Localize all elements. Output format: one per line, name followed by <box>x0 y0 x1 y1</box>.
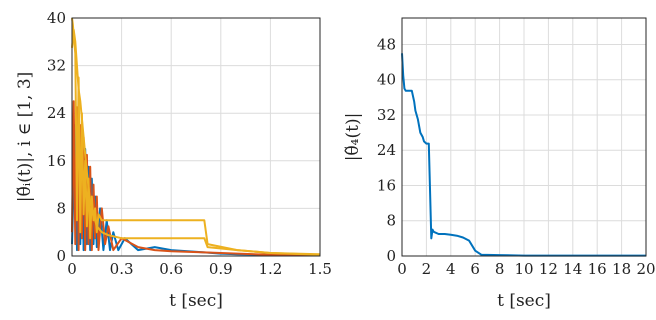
left-chart-ytick-label: 0 <box>56 247 66 265</box>
left-chart-xtick-label: 0.3 <box>110 260 134 278</box>
right-chart-frame <box>401 17 647 257</box>
left-chart-ytick-label: 8 <box>56 199 66 217</box>
left-chart-ytick-label: 24 <box>47 104 66 122</box>
right-chart-ytick-label: 8 <box>386 212 396 230</box>
right-chart-xtick-label: 4 <box>446 260 456 278</box>
right-chart-xtick-label: 6 <box>470 260 480 278</box>
left-chart-ytick-label: 16 <box>47 152 66 170</box>
right-chart-series <box>401 53 646 257</box>
right-chart-ytick-label: 0 <box>386 247 396 265</box>
left-chart-ytick-label: 32 <box>47 57 66 75</box>
right-chart-series-line-1 <box>401 53 646 257</box>
right-chart-xtick-label: 18 <box>612 260 631 278</box>
left-chart-ytick-label: 40 <box>47 9 66 27</box>
right-chart-ylabel: |θ̃₄(t)| <box>343 113 363 162</box>
left-chart-series-line-3 <box>71 17 321 256</box>
right-chart-ytick-label: 40 <box>377 71 396 89</box>
left-chart-series-line-2 <box>71 100 321 257</box>
left-chart-ticks: 0 0.3 0.6 0.9 1.2 1.5 0 8 16 24 32 40 <box>47 9 332 278</box>
left-chart: 0 0.3 0.6 0.9 1.2 1.5 0 8 16 24 32 40 |θ̃ᵢ(t)|, i ∈… <box>15 9 332 311</box>
right-chart-grid <box>401 18 647 257</box>
right-chart-ytick-label: 16 <box>377 176 396 194</box>
right-chart-ytick-label: 48 <box>377 35 396 53</box>
right-chart-xtick-label: 2 <box>422 260 432 278</box>
right-chart-xtick-label: 12 <box>539 260 558 278</box>
right-chart-xtick-label: 20 <box>636 260 655 278</box>
left-chart-xtick-label: 0 <box>67 260 77 278</box>
right-chart-xtick-label: 8 <box>495 260 505 278</box>
right-chart-xlabel: t [sec] <box>497 291 551 311</box>
left-chart-series <box>71 17 321 257</box>
left-chart-xtick-label: 1.5 <box>308 260 332 278</box>
left-chart-ylabel: |θ̃ᵢ(t)|, i ∈ [1, 3] <box>15 72 35 203</box>
left-chart-xlabel: t [sec] <box>169 291 223 311</box>
left-chart-xtick-label: 0.6 <box>159 260 183 278</box>
right-chart-ytick-label: 32 <box>377 106 396 124</box>
right-chart-xtick-label: 16 <box>588 260 607 278</box>
left-chart-xtick-label: 1.2 <box>258 260 282 278</box>
right-chart-xtick-label: 10 <box>514 260 533 278</box>
right-chart-xtick-label: 14 <box>563 260 582 278</box>
right-chart-ytick-label: 24 <box>377 141 396 159</box>
left-chart-xtick-label: 0.9 <box>209 260 233 278</box>
right-chart-xtick-label: 0 <box>397 260 407 278</box>
left-chart-series-line-4 <box>71 28 321 256</box>
left-chart-frame <box>71 17 321 257</box>
